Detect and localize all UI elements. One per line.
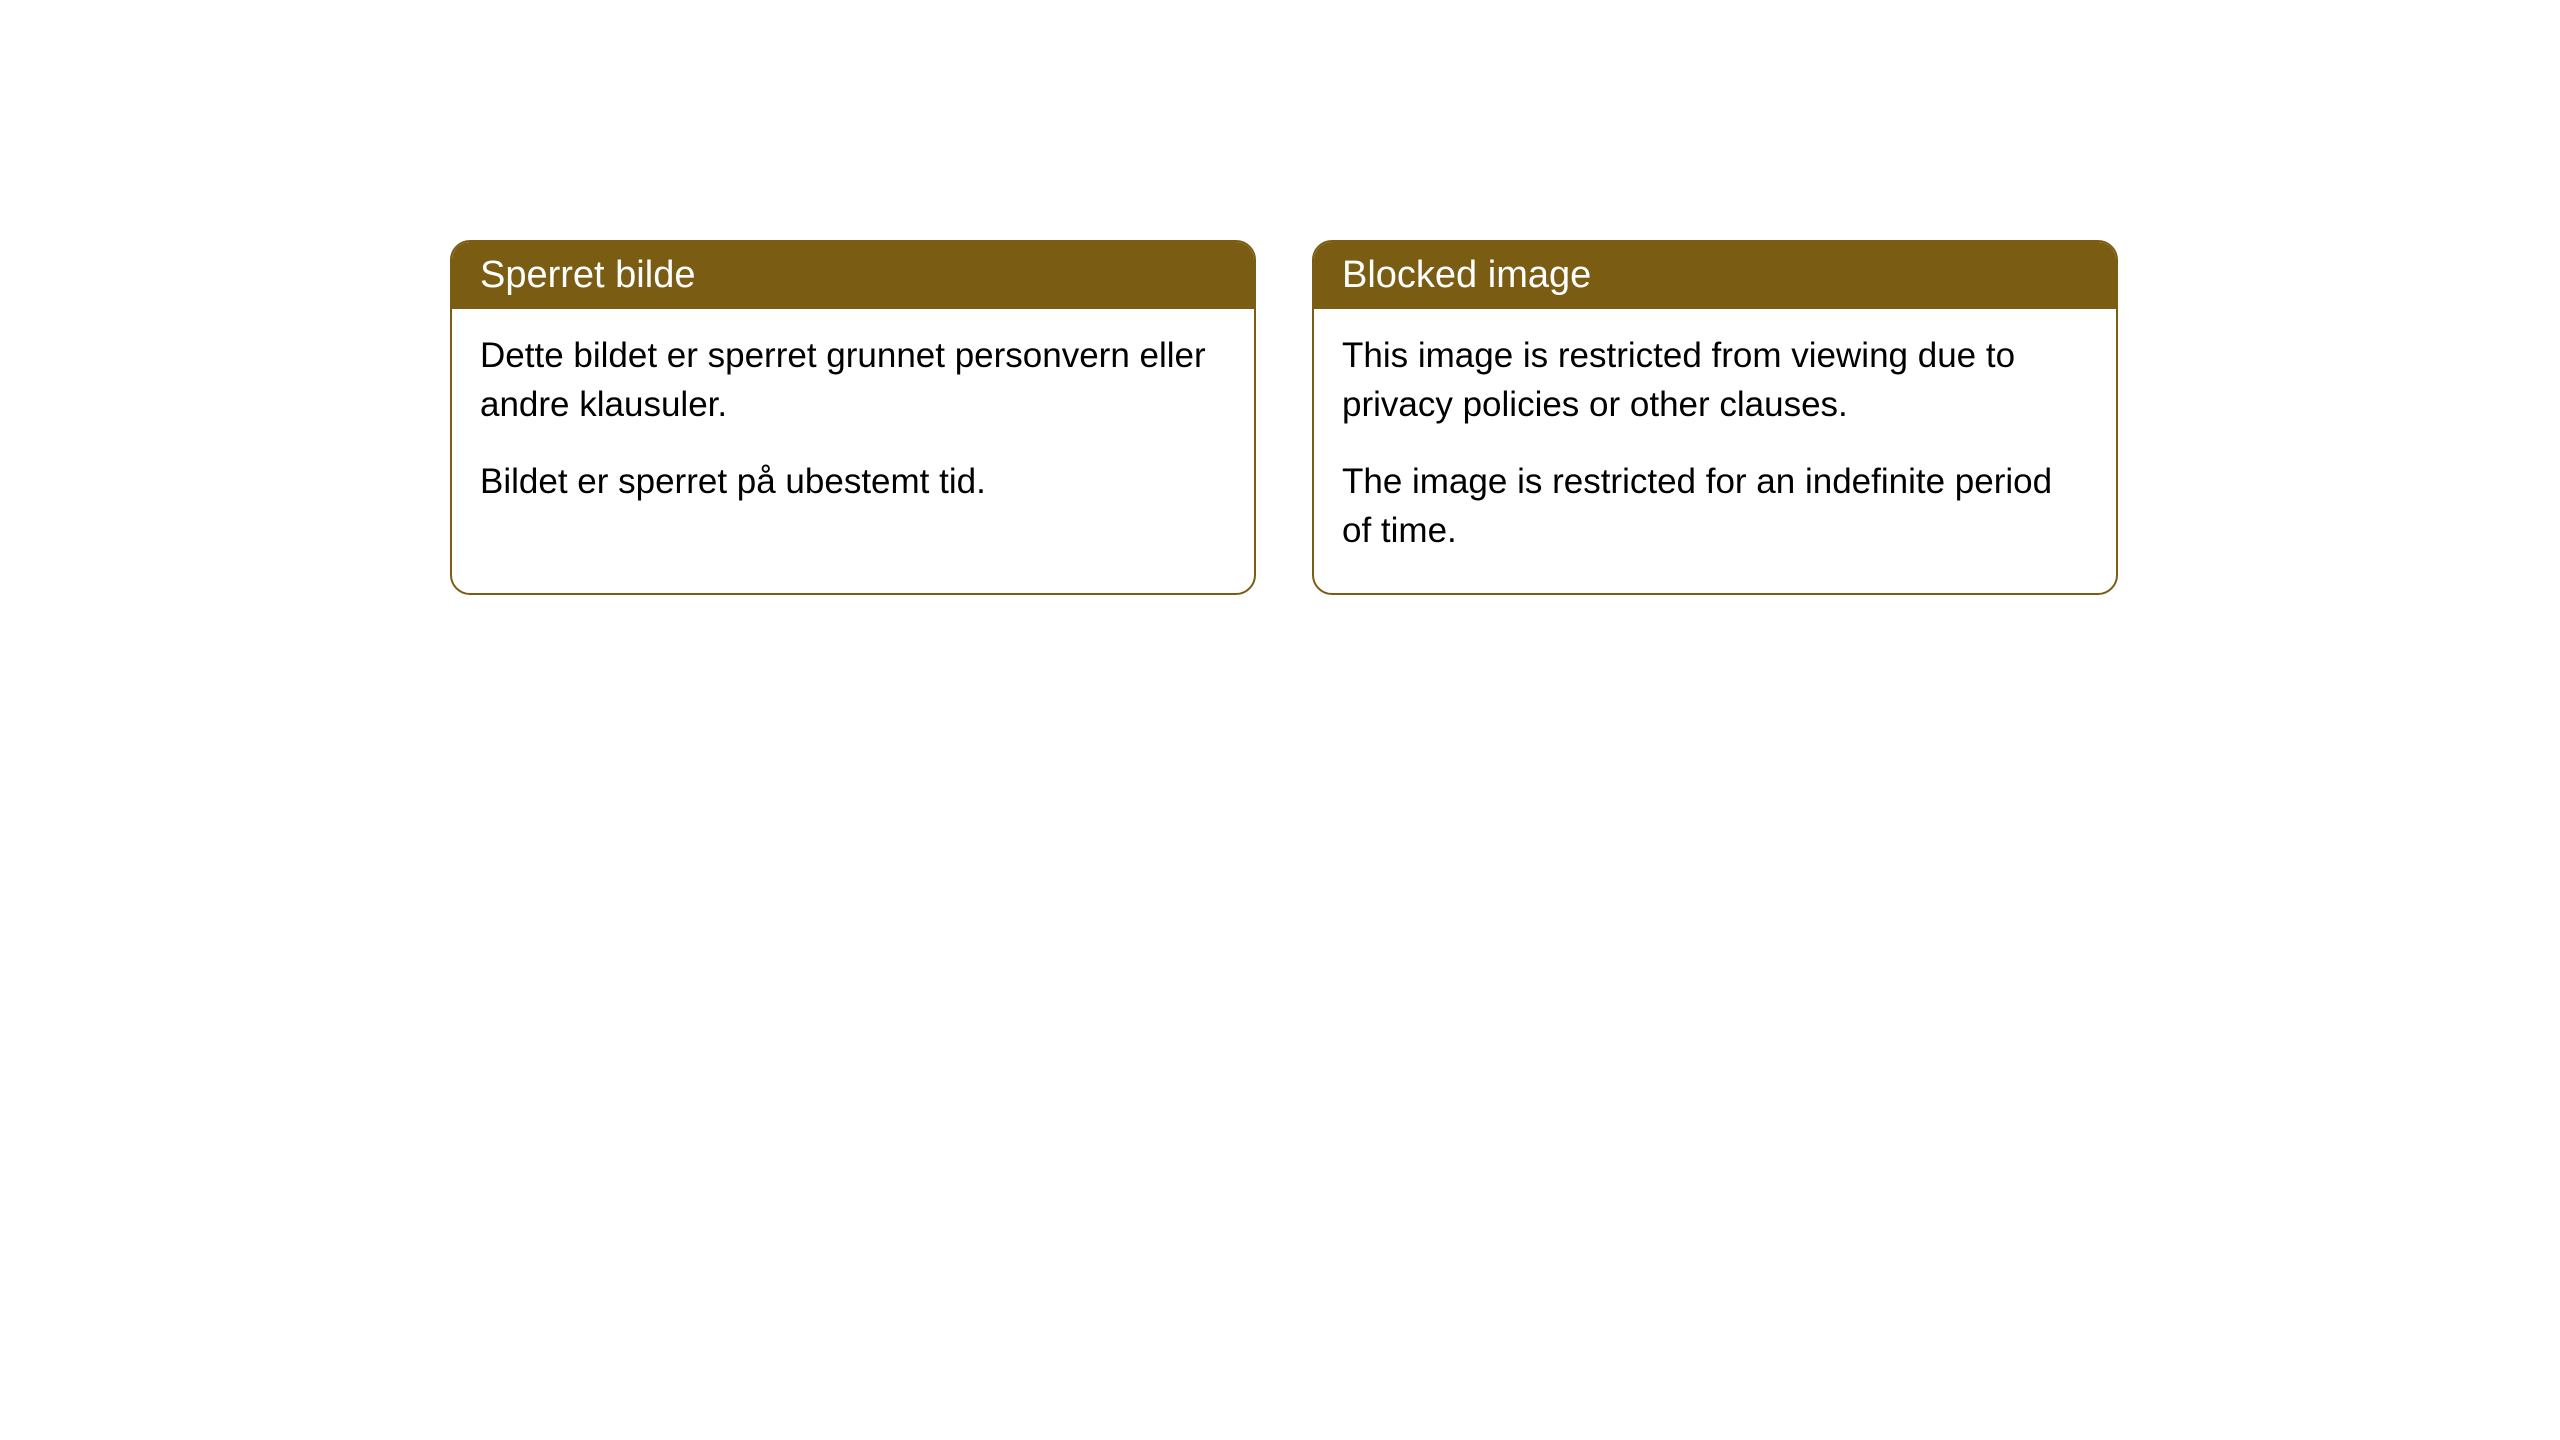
card-paragraph: This image is restricted from viewing du…: [1342, 331, 2088, 429]
card-paragraph: The image is restricted for an indefinit…: [1342, 457, 2088, 555]
card-body-norwegian: Dette bildet er sperret grunnet personve…: [452, 309, 1254, 544]
notice-cards-container: Sperret bilde Dette bildet er sperret gr…: [450, 240, 2118, 595]
card-paragraph: Bildet er sperret på ubestemt tid.: [480, 457, 1226, 506]
card-body-english: This image is restricted from viewing du…: [1314, 309, 2116, 593]
card-title: Blocked image: [1342, 254, 1591, 296]
notice-card-norwegian: Sperret bilde Dette bildet er sperret gr…: [450, 240, 1256, 595]
card-title: Sperret bilde: [480, 254, 695, 296]
card-header-english: Blocked image: [1314, 242, 2116, 309]
card-header-norwegian: Sperret bilde: [452, 242, 1254, 309]
card-paragraph: Dette bildet er sperret grunnet personve…: [480, 331, 1226, 429]
notice-card-english: Blocked image This image is restricted f…: [1312, 240, 2118, 595]
